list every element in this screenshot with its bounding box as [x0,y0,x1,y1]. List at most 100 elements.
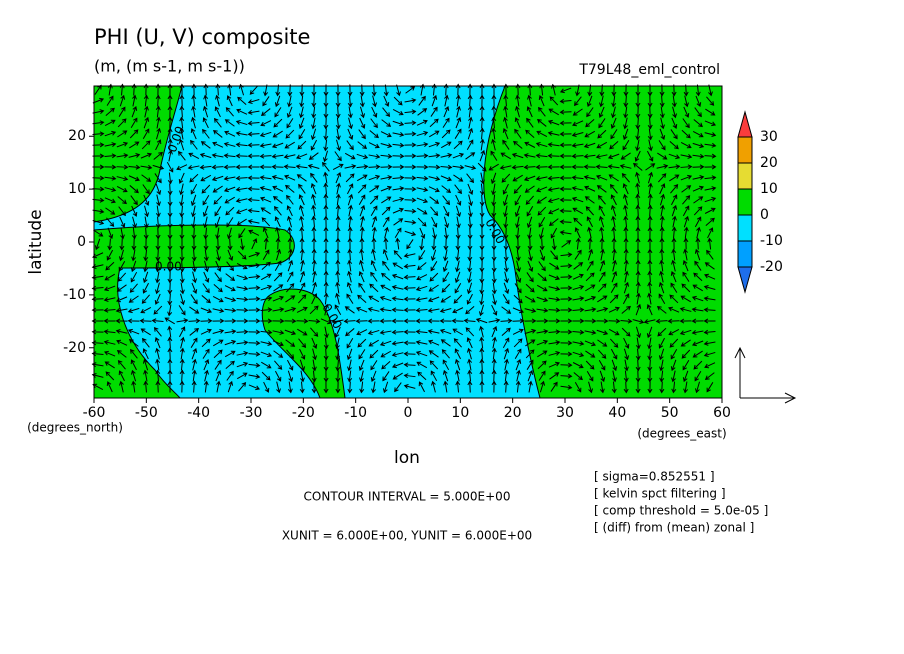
wind-vector [659,381,665,394]
y-tick-label: -10 [63,287,86,303]
colorbar-label: -20 [760,259,783,275]
wind-vector [403,296,416,302]
wind-vector [155,105,161,118]
wind-vector [211,153,224,159]
wind-vector [190,128,197,140]
wind-vector [226,95,233,107]
wind-vector [118,206,126,217]
wind-vector [443,238,449,251]
wind-vector [431,216,438,228]
wind-vector [323,292,329,305]
wind-vector [104,130,117,137]
wind-vector [619,164,632,169]
wind-vector [548,350,561,356]
wind-vector [300,259,305,272]
wind-vector [178,138,185,151]
wind-vector [259,131,272,138]
wind-vector [296,318,309,324]
wind-vector [129,129,139,139]
wind-vector [586,95,593,108]
wind-vector [503,216,509,229]
wind-vector [608,328,620,336]
wind-vector [323,193,329,206]
wind-vector [538,216,546,228]
wind-vector [104,361,115,369]
wind-vector [143,238,149,251]
wind-vector [334,304,342,316]
wind-vector [106,95,114,106]
wind-vector [368,339,379,347]
wind-vector [358,349,366,360]
wind-vector [465,305,475,315]
wind-vector [367,318,380,324]
wind-vector [307,163,320,169]
wind-vector [143,227,149,240]
wind-vector [599,237,605,250]
wind-vector [272,318,285,324]
wind-vector [537,350,548,358]
y-tick-label: 20 [68,128,86,144]
x-tick-label: 20 [504,405,522,421]
wind-vector [371,381,377,394]
wind-vector [513,294,523,304]
wind-vector [404,120,417,126]
wind-vector [453,174,464,182]
wind-vector [155,205,161,218]
wind-vector [671,370,676,383]
wind-vector [703,307,716,313]
x-tick-label: -60 [83,405,106,421]
wind-vector [153,151,164,160]
wind-vector [248,307,261,313]
wind-vector [560,351,573,357]
wind-vector [468,116,473,129]
wind-vector [587,248,594,261]
wind-vector [247,120,260,126]
wind-vector [632,319,645,325]
wind-vector [381,360,391,370]
y-axis-label: latitude [26,209,46,274]
wind-vector [286,271,294,283]
wind-vector [260,196,272,203]
wind-vector [682,370,689,383]
x-tick-label: 50 [661,405,679,421]
wind-vector [500,318,513,324]
wind-vector [392,186,405,192]
wind-vector [467,127,474,140]
wind-vector [368,142,380,149]
wind-vector [359,381,365,394]
wind-vector [501,327,511,337]
wind-vector [417,217,427,227]
wind-vector [272,295,284,302]
wind-vector [311,117,316,130]
wind-vector [692,185,704,192]
wind-vector [526,359,534,370]
wind-vector [104,164,117,170]
wind-vector [203,271,210,283]
wind-vector [439,307,452,314]
wind-vector [167,282,173,295]
wind-vector [466,139,474,151]
wind-vector [516,369,521,382]
wind-vector [526,106,533,118]
wind-vector [645,163,656,171]
wind-vector [429,130,440,138]
wind-vector [515,249,521,262]
wind-vector [370,370,377,383]
wind-vector [443,249,449,262]
wind-vector [103,285,116,292]
wind-vector [657,152,668,160]
wind-vector [262,226,269,239]
wind-vector [467,183,474,195]
wind-vector [524,308,537,313]
wind-vector [659,237,665,250]
wind-vector [199,164,212,170]
wind-vector [479,358,485,371]
wind-vector [131,380,137,393]
wind-vector [479,105,485,118]
wind-vector [322,150,329,163]
wind-vector [285,283,295,293]
wind-vector [368,295,380,303]
wind-vector [154,282,160,295]
wind-vector [524,185,535,193]
wind-vector [536,296,549,303]
